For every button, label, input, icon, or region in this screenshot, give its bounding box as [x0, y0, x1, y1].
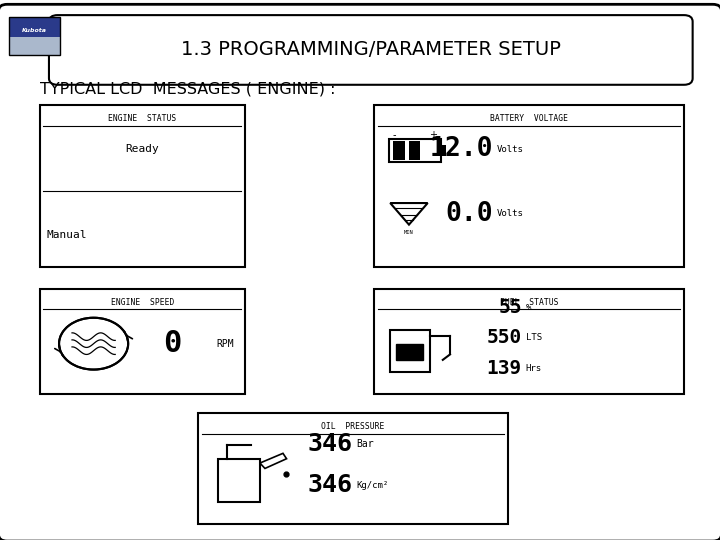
- Bar: [9, 17, 60, 55]
- Bar: [198, 413, 508, 524]
- Text: RPM: RPM: [216, 339, 233, 349]
- Text: Ready: Ready: [125, 144, 159, 154]
- Bar: [393, 141, 405, 160]
- Text: Volts: Volts: [497, 145, 523, 153]
- Text: 346: 346: [308, 432, 353, 456]
- Text: Bar: Bar: [356, 439, 374, 449]
- Text: LTS: LTS: [526, 333, 541, 342]
- Polygon shape: [390, 203, 428, 225]
- Text: Volts: Volts: [497, 210, 523, 218]
- Bar: [9, 17, 60, 38]
- Bar: [390, 329, 430, 372]
- Text: 12.0: 12.0: [430, 136, 493, 162]
- Bar: [40, 105, 245, 267]
- Text: ENGINE  STATUS: ENGINE STATUS: [108, 114, 176, 123]
- Text: FUEL  STATUS: FUEL STATUS: [500, 298, 559, 307]
- Text: TYPICAL LCD  MESSAGES ( ENGINE) :: TYPICAL LCD MESSAGES ( ENGINE) :: [40, 82, 335, 97]
- Text: 55: 55: [498, 299, 522, 318]
- Text: 0.0: 0.0: [446, 201, 493, 227]
- Bar: [9, 37, 60, 55]
- FancyBboxPatch shape: [49, 15, 693, 85]
- Bar: [396, 343, 423, 360]
- FancyBboxPatch shape: [0, 4, 720, 540]
- Text: Kubota: Kubota: [22, 28, 47, 33]
- Bar: [409, 141, 420, 160]
- Text: -: -: [393, 130, 396, 140]
- Bar: [374, 289, 684, 394]
- Text: 346: 346: [308, 473, 353, 497]
- Text: MIN: MIN: [404, 230, 414, 235]
- Polygon shape: [260, 454, 287, 468]
- Text: +: +: [429, 130, 438, 140]
- Text: Kg/cm²: Kg/cm²: [356, 481, 389, 490]
- Text: 0: 0: [163, 329, 182, 358]
- Text: %: %: [526, 303, 531, 312]
- Bar: [40, 289, 245, 394]
- Text: Manual: Manual: [47, 230, 87, 240]
- Text: OIL  PRESSURE: OIL PRESSURE: [321, 422, 384, 431]
- Text: Hrs: Hrs: [526, 364, 541, 374]
- Text: 1.3 PROGRAMMING/PARAMETER SETUP: 1.3 PROGRAMMING/PARAMETER SETUP: [181, 40, 561, 59]
- Bar: [441, 145, 446, 156]
- Text: ENGINE  SPEED: ENGINE SPEED: [110, 298, 174, 307]
- Text: 139: 139: [487, 360, 522, 379]
- Bar: [218, 458, 260, 502]
- Bar: [374, 105, 684, 267]
- Text: BATTERY  VOLTAGE: BATTERY VOLTAGE: [490, 114, 568, 123]
- Bar: [389, 139, 441, 162]
- Text: 550: 550: [487, 328, 522, 347]
